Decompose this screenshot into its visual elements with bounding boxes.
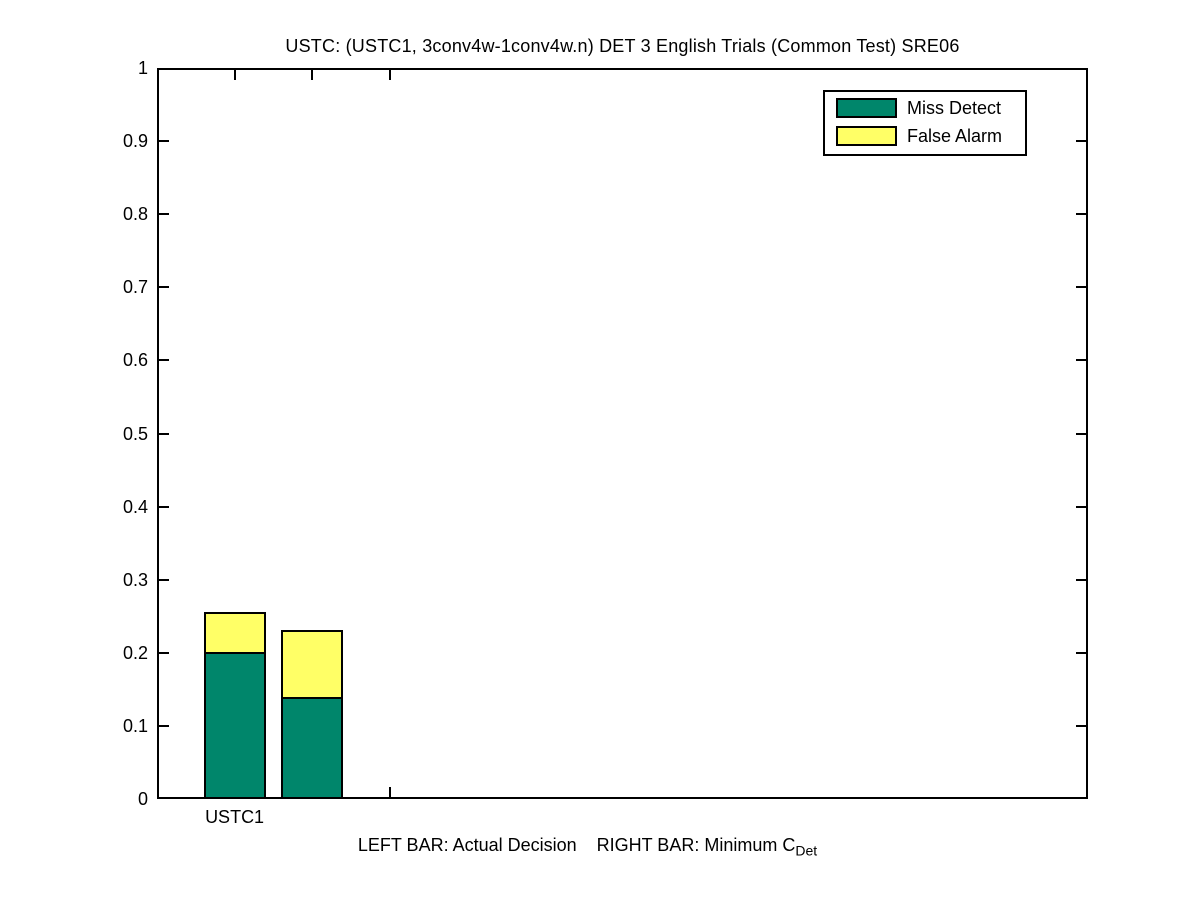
y-tick-right (1076, 505, 1086, 508)
plot-area: Miss Detect False Alarm (157, 68, 1088, 799)
y-tick-right (1076, 797, 1086, 799)
y-tick-right (1076, 651, 1086, 654)
bar-segment-miss-detect (203, 652, 266, 799)
y-tick-right (1076, 140, 1086, 143)
y-tick-label: 0.7 (122, 277, 148, 298)
y-tick-label: 0.5 (122, 423, 148, 444)
y-tick-label: 0.9 (122, 131, 148, 152)
xlabel-subscript: Det (795, 842, 818, 859)
y-tick-right (1076, 432, 1086, 435)
y-tick-left (159, 286, 169, 289)
y-tick-right (1076, 68, 1086, 70)
x-tick-top (311, 70, 314, 80)
y-tick-right (1076, 578, 1086, 581)
bar-segment-false-alarm (281, 630, 344, 697)
y-tick-label: 0.4 (122, 496, 148, 517)
y-tick-label: 0.3 (122, 569, 148, 590)
y-tick-left (159, 505, 169, 508)
y-tick-label: 1 (137, 58, 148, 78)
x-tick-label: USTC1 (205, 807, 265, 827)
y-tick-right (1076, 359, 1086, 362)
xlabel-left-text: LEFT BAR: Actual Decision (357, 835, 577, 855)
legend: Miss Detect False Alarm (823, 90, 1027, 156)
y-tick-right (1076, 286, 1086, 289)
y-tick-label: 0 (137, 789, 148, 809)
bar-segment-miss-detect (281, 696, 344, 799)
y-tick-left (159, 213, 169, 216)
xlabel-right-text: RIGHT BAR: Minimum C (596, 835, 796, 855)
bar-segment-false-alarm (203, 611, 266, 653)
y-tick-label: 0.6 (122, 350, 148, 371)
y-tick-left (159, 140, 169, 143)
y-tick-right (1076, 213, 1086, 216)
x-tick-top (388, 70, 391, 80)
y-tick-left (159, 797, 169, 799)
y-tick-left (159, 724, 169, 727)
legend-label-false-alarm: False Alarm (907, 126, 1003, 146)
y-tick-right (1076, 724, 1086, 727)
legend-swatch-miss-detect (836, 98, 897, 118)
legend-swatch-false-alarm (836, 126, 897, 146)
y-tick-left (159, 578, 169, 581)
x-tick-top (233, 70, 236, 80)
y-tick-left (159, 651, 169, 654)
x-axis-label: LEFT BAR: Actual Decision RIGHT BAR: Mini… (122, 835, 1053, 859)
y-tick-left (159, 432, 169, 435)
y-tick-label: 0.8 (122, 204, 148, 225)
legend-label-miss-detect: Miss Detect (907, 98, 1002, 118)
x-tick-bottom (388, 787, 391, 797)
y-tick-left (159, 68, 169, 70)
y-tick-label: 0.2 (122, 642, 148, 663)
y-tick-label: 0.1 (122, 715, 148, 736)
y-tick-left (159, 359, 169, 362)
chart-title: USTC: (USTC1, 3conv4w-1conv4w.n) DET 3 E… (285, 36, 960, 56)
